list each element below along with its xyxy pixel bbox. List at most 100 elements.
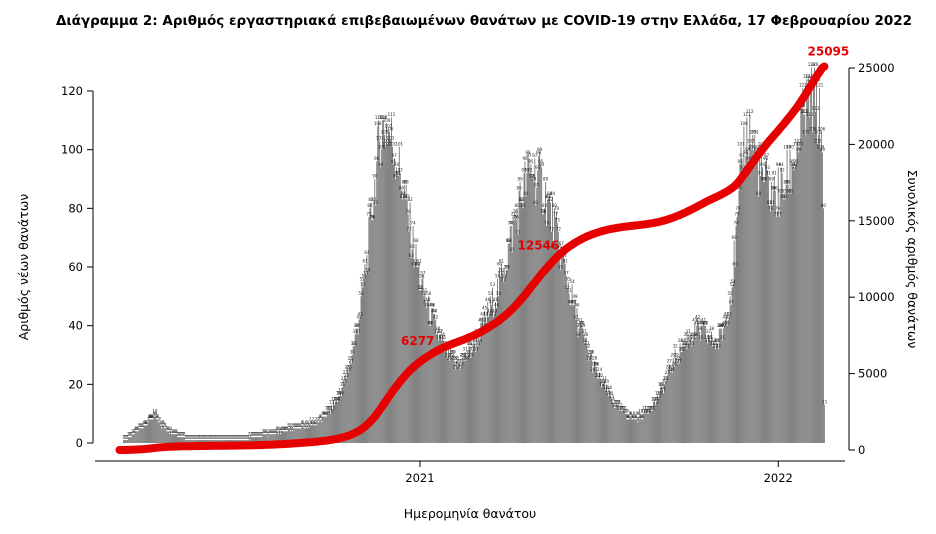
- svg-text:32: 32: [713, 344, 719, 349]
- svg-text:1: 1: [240, 435, 243, 440]
- svg-text:1: 1: [186, 435, 189, 440]
- svg-text:2: 2: [260, 432, 263, 437]
- svg-text:5: 5: [295, 423, 298, 428]
- svg-text:41: 41: [577, 317, 583, 322]
- svg-text:20: 20: [600, 379, 606, 384]
- svg-text:43: 43: [358, 312, 364, 317]
- svg-text:29: 29: [461, 353, 467, 358]
- daily-deaths-bars: [122, 67, 825, 444]
- svg-text:16: 16: [657, 391, 663, 396]
- svg-text:100: 100: [378, 144, 386, 149]
- svg-text:79: 79: [775, 206, 781, 211]
- svg-text:6: 6: [143, 420, 146, 425]
- y-left-tick-label: 40: [68, 319, 83, 333]
- svg-text:29: 29: [671, 353, 677, 358]
- svg-text:57: 57: [363, 270, 369, 275]
- svg-text:29: 29: [468, 353, 474, 358]
- svg-text:11: 11: [649, 405, 655, 410]
- svg-text:12: 12: [613, 402, 619, 407]
- svg-text:102: 102: [814, 138, 822, 143]
- svg-text:36: 36: [683, 332, 689, 337]
- svg-text:1: 1: [210, 435, 213, 440]
- svg-text:37: 37: [438, 329, 444, 334]
- svg-text:50: 50: [496, 291, 502, 296]
- svg-text:60: 60: [414, 262, 420, 267]
- svg-text:1: 1: [123, 435, 126, 440]
- svg-text:44: 44: [432, 309, 438, 314]
- svg-text:90: 90: [372, 174, 378, 179]
- svg-text:42: 42: [433, 314, 439, 319]
- svg-text:5: 5: [303, 423, 306, 428]
- svg-text:61: 61: [416, 259, 422, 264]
- svg-text:46: 46: [494, 303, 500, 308]
- svg-text:38: 38: [435, 326, 441, 331]
- svg-text:80: 80: [515, 203, 521, 208]
- svg-text:1: 1: [122, 435, 125, 440]
- svg-text:92: 92: [527, 168, 533, 173]
- svg-text:98: 98: [525, 150, 531, 155]
- svg-text:40: 40: [694, 320, 700, 325]
- svg-text:29: 29: [465, 353, 471, 358]
- svg-text:1: 1: [204, 435, 207, 440]
- svg-text:30: 30: [451, 350, 457, 355]
- svg-text:33: 33: [584, 341, 590, 346]
- svg-text:109: 109: [383, 118, 391, 123]
- svg-text:2: 2: [183, 432, 186, 437]
- svg-text:38: 38: [697, 326, 703, 331]
- svg-text:47: 47: [729, 300, 735, 305]
- svg-text:3: 3: [268, 429, 271, 434]
- svg-text:95: 95: [391, 159, 397, 164]
- svg-text:29: 29: [445, 353, 451, 358]
- svg-text:20: 20: [601, 379, 607, 384]
- svg-text:88: 88: [404, 180, 410, 185]
- svg-text:13: 13: [616, 400, 622, 405]
- svg-text:16: 16: [337, 391, 343, 396]
- svg-text:74: 74: [544, 221, 550, 226]
- svg-text:10: 10: [152, 408, 158, 413]
- svg-text:17: 17: [338, 388, 344, 393]
- svg-text:55: 55: [359, 276, 365, 281]
- svg-text:1: 1: [199, 435, 202, 440]
- svg-text:9: 9: [638, 411, 641, 416]
- svg-text:71: 71: [516, 229, 522, 234]
- svg-text:64: 64: [364, 250, 370, 255]
- svg-text:7: 7: [309, 417, 312, 422]
- svg-text:32: 32: [684, 344, 690, 349]
- svg-text:13: 13: [614, 400, 620, 405]
- svg-text:16: 16: [655, 391, 661, 396]
- svg-text:96: 96: [374, 156, 380, 161]
- svg-text:27: 27: [349, 358, 355, 363]
- svg-text:105: 105: [802, 130, 810, 135]
- svg-text:93: 93: [740, 165, 746, 170]
- y-left-tick-label: 20: [68, 377, 83, 391]
- svg-text:43: 43: [483, 312, 489, 317]
- svg-text:27: 27: [675, 358, 681, 363]
- svg-text:16: 16: [339, 391, 345, 396]
- svg-text:121: 121: [799, 83, 807, 88]
- svg-text:1: 1: [249, 435, 252, 440]
- svg-text:89: 89: [769, 177, 775, 182]
- svg-text:80: 80: [520, 203, 526, 208]
- svg-text:106: 106: [818, 127, 826, 132]
- svg-text:5: 5: [308, 423, 311, 428]
- svg-text:50: 50: [728, 291, 734, 296]
- svg-text:95: 95: [793, 159, 799, 164]
- svg-text:40: 40: [579, 320, 585, 325]
- svg-text:18: 18: [603, 385, 609, 390]
- svg-text:34: 34: [711, 338, 717, 343]
- svg-text:76: 76: [512, 215, 518, 220]
- svg-text:1: 1: [205, 435, 208, 440]
- svg-text:4: 4: [276, 426, 279, 431]
- svg-text:23: 23: [665, 370, 671, 375]
- svg-text:80: 80: [367, 203, 373, 208]
- svg-text:14: 14: [331, 397, 337, 402]
- svg-text:2: 2: [127, 432, 130, 437]
- svg-text:37: 37: [581, 329, 587, 334]
- svg-text:96: 96: [746, 156, 752, 161]
- svg-text:16: 16: [608, 391, 614, 396]
- svg-text:19: 19: [340, 382, 346, 387]
- svg-text:3: 3: [268, 429, 271, 434]
- svg-text:10: 10: [623, 408, 629, 413]
- svg-text:77: 77: [774, 212, 780, 217]
- svg-text:53: 53: [730, 282, 736, 287]
